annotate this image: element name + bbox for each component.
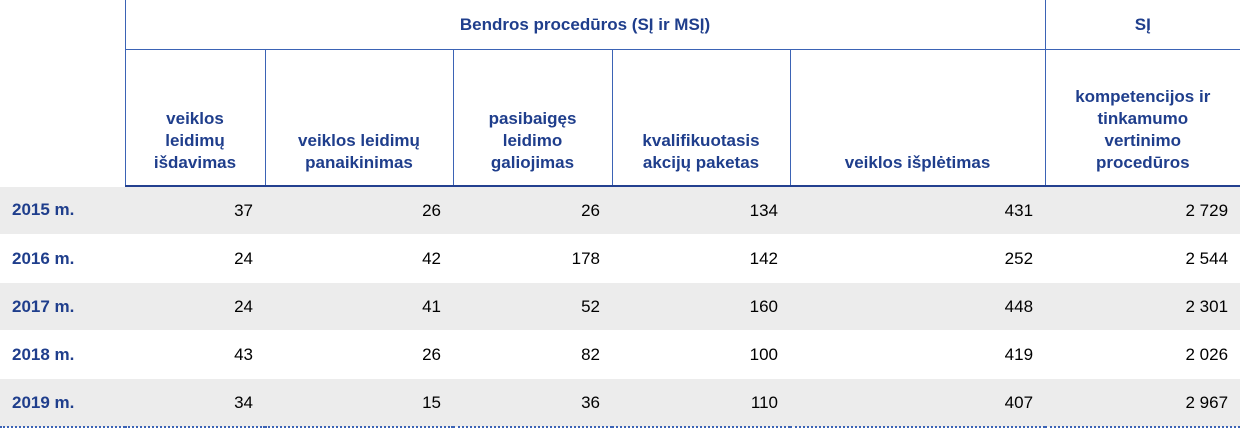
- group-header-row: Bendros procedūros (SĮ ir MSĮ) SĮ: [0, 0, 1240, 50]
- cell: 142: [612, 234, 790, 283]
- cell: 2 544: [1045, 234, 1240, 283]
- column-header: veiklos leidimų išdavimas: [124, 49, 265, 187]
- year-label: 2018 m.: [0, 330, 125, 379]
- column-header: veiklos leidimų panaikinimas: [264, 49, 453, 187]
- cell: 134: [612, 185, 790, 235]
- cell: 26: [265, 185, 453, 235]
- cell: 34: [125, 378, 265, 428]
- cell: 15: [265, 378, 453, 428]
- cell: 26: [453, 185, 612, 235]
- cell: 431: [790, 185, 1046, 235]
- year-label: 2015 m.: [0, 185, 125, 235]
- cell: 43: [125, 330, 265, 379]
- table-row: 2016 m. 24 42 178 142 252 2 544: [0, 234, 1240, 283]
- year-label: 2017 m.: [0, 282, 125, 331]
- year-label: 2016 m.: [0, 234, 125, 283]
- cell: 100: [612, 330, 790, 379]
- column-header: kvalifikuotasis akcijų paketas: [611, 49, 790, 187]
- cell: 26: [265, 330, 453, 379]
- table-row: 2017 m. 24 41 52 160 448 2 301: [0, 282, 1240, 331]
- cell: 178: [453, 234, 612, 283]
- column-header-row: veiklos leidimų išdavimas veiklos leidimų…: [0, 49, 1240, 187]
- table-row: 2019 m. 34 15 36 110 407 2 967: [0, 378, 1240, 428]
- cell: 407: [790, 378, 1046, 428]
- cell: 419: [790, 330, 1046, 379]
- group-header: SĮ: [1044, 0, 1240, 50]
- table-body: 2015 m. 37 26 26 134 431 2 729 2016 m. 24 42 178 14…: [0, 185, 1240, 428]
- group-header: Bendros procedūros (SĮ ir MSĮ): [124, 0, 1046, 50]
- cell: 2 301: [1045, 282, 1240, 331]
- table-row: 2018 m. 43 26 82 100 419 2 026: [0, 330, 1240, 379]
- year-label: 2019 m.: [0, 378, 125, 428]
- cell: 2 026: [1045, 330, 1240, 379]
- cell: 24: [125, 234, 265, 283]
- column-header: kompetencijos ir tinkamumo vertinimo pro…: [1044, 49, 1240, 187]
- cell: 448: [790, 282, 1046, 331]
- cell: 41: [265, 282, 453, 331]
- column-header: pasibaigęs leidimo galiojimas: [452, 49, 612, 187]
- cell: 24: [125, 282, 265, 331]
- cell: 252: [790, 234, 1046, 283]
- cell: 110: [612, 378, 790, 428]
- cell: 42: [265, 234, 453, 283]
- corner-cell: [0, 50, 125, 187]
- cell: 82: [453, 330, 612, 379]
- cell: 52: [453, 282, 612, 331]
- cell: 2 967: [1045, 378, 1240, 428]
- cell: 37: [125, 185, 265, 235]
- table-row: 2015 m. 37 26 26 134 431 2 729: [0, 185, 1240, 235]
- cell: 160: [612, 282, 790, 331]
- column-header: veiklos išplėtimas: [789, 49, 1046, 187]
- corner-cell: [0, 0, 125, 50]
- cell: 36: [453, 378, 612, 428]
- cell: 2 729: [1045, 185, 1240, 235]
